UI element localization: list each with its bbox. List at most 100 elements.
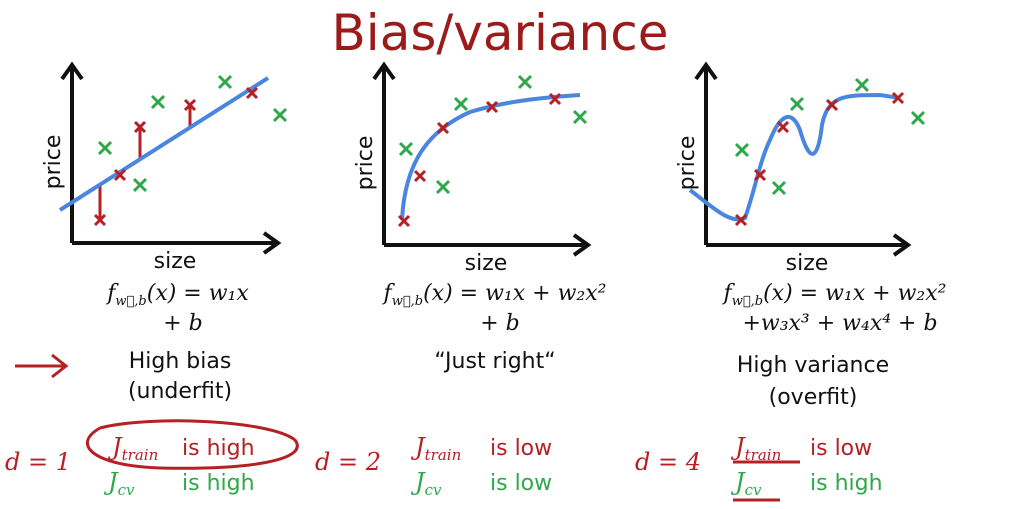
stroke (398, 141, 414, 157)
green-cross (132, 177, 148, 193)
caption: “Just right“ (434, 349, 555, 374)
stroke (183, 98, 197, 112)
caption: (underfit) (128, 379, 232, 404)
formula: + b (163, 311, 203, 336)
y-axis-label: price (353, 136, 378, 191)
red-cross (891, 91, 905, 105)
red-cross (133, 120, 147, 134)
stroke (272, 107, 288, 123)
green-cross (789, 96, 805, 112)
red-cross (113, 168, 127, 182)
red-cross (413, 169, 427, 183)
pointer-arrow (15, 353, 69, 379)
stroke (97, 140, 113, 156)
green-cross (150, 94, 166, 110)
stroke (910, 110, 926, 126)
stroke (771, 180, 787, 196)
stroke (753, 168, 767, 182)
stroke (245, 86, 259, 100)
cost-text: is low (810, 436, 872, 461)
formula-body: + b (163, 311, 203, 336)
stroke (734, 213, 748, 227)
formula-sub: w⃗,b (732, 294, 763, 309)
stroke (133, 120, 147, 134)
green-cross (398, 141, 414, 157)
cost-sub: cv (745, 481, 762, 499)
stroke (397, 214, 411, 228)
stroke (734, 142, 750, 158)
green-cross (854, 77, 870, 93)
green-cross (734, 142, 750, 158)
formula: + b (480, 311, 520, 336)
formula-body: +w₃x³ + w₄x⁴ + b (742, 311, 937, 336)
green-cross (771, 180, 787, 196)
green-cross (910, 110, 926, 126)
stroke (891, 91, 905, 105)
stroke (485, 100, 499, 114)
caption: High bias (129, 349, 232, 374)
cost-text: is high (810, 471, 883, 496)
formula-body: + b (480, 311, 520, 336)
formula-body: (x) = w₁x + w₂x² (763, 281, 946, 306)
red-cross (93, 213, 107, 227)
stroke (217, 74, 233, 90)
green-cross (517, 74, 533, 90)
cost-text: is low (490, 471, 552, 496)
title: Bias/variance (332, 4, 669, 62)
green-cross (435, 179, 451, 195)
stroke (825, 98, 839, 112)
red-cross (776, 120, 790, 134)
stroke (93, 213, 107, 227)
red-cross (548, 92, 562, 106)
axes (60, 61, 282, 255)
stroke (435, 179, 451, 195)
cost-sub: train (425, 446, 462, 464)
stroke (453, 96, 469, 112)
formula: fw⃗,b(x) = w₁x + w₂x² (722, 281, 947, 309)
red-cross (734, 213, 748, 227)
green-cross (97, 140, 113, 156)
y-axis-label: price (41, 135, 66, 190)
stroke (548, 92, 562, 106)
formula-body: (x) = w₁x (147, 281, 250, 306)
cost-text: is high (182, 471, 255, 496)
highlight-circle (86, 419, 299, 470)
stroke (854, 77, 870, 93)
fit-curve (400, 93, 581, 221)
x-axis-label: size (465, 251, 508, 276)
stroke (789, 96, 805, 112)
formula-body: (x) = w₁x + w₂x² (423, 281, 606, 306)
stroke (517, 74, 533, 90)
cost-sub: train (745, 446, 782, 464)
stroke (113, 168, 127, 182)
plot-panel: price size fw⃗,b(x) = w₁x + w₂x²+w₃x³ + w₄… (635, 61, 947, 499)
cost-sub: cv (118, 481, 135, 499)
stroke (572, 109, 588, 125)
formula-sub: w⃗,b (392, 294, 423, 309)
green-cross (572, 109, 588, 125)
x-axis-label: size (154, 249, 197, 274)
red-cross (397, 214, 411, 228)
fit-curve (58, 76, 270, 212)
red-cross (245, 86, 259, 100)
red-cross (183, 98, 197, 112)
stroke (436, 121, 450, 135)
formula: +w₃x³ + w₄x⁴ + b (742, 311, 937, 336)
green-cross (453, 96, 469, 112)
axes (372, 61, 592, 257)
caption: High variance (737, 353, 889, 378)
degree: d = 1 (5, 448, 71, 476)
x-axis-label: size (786, 251, 829, 276)
degree: d = 4 (635, 448, 701, 476)
stroke (413, 169, 427, 183)
red-cross (436, 121, 450, 135)
red-cross (825, 98, 839, 112)
y-axis-label: price (675, 136, 700, 191)
green-cross (217, 74, 233, 90)
degree: d = 2 (315, 448, 381, 476)
axes (694, 61, 912, 257)
cost-sub: train (122, 446, 159, 464)
